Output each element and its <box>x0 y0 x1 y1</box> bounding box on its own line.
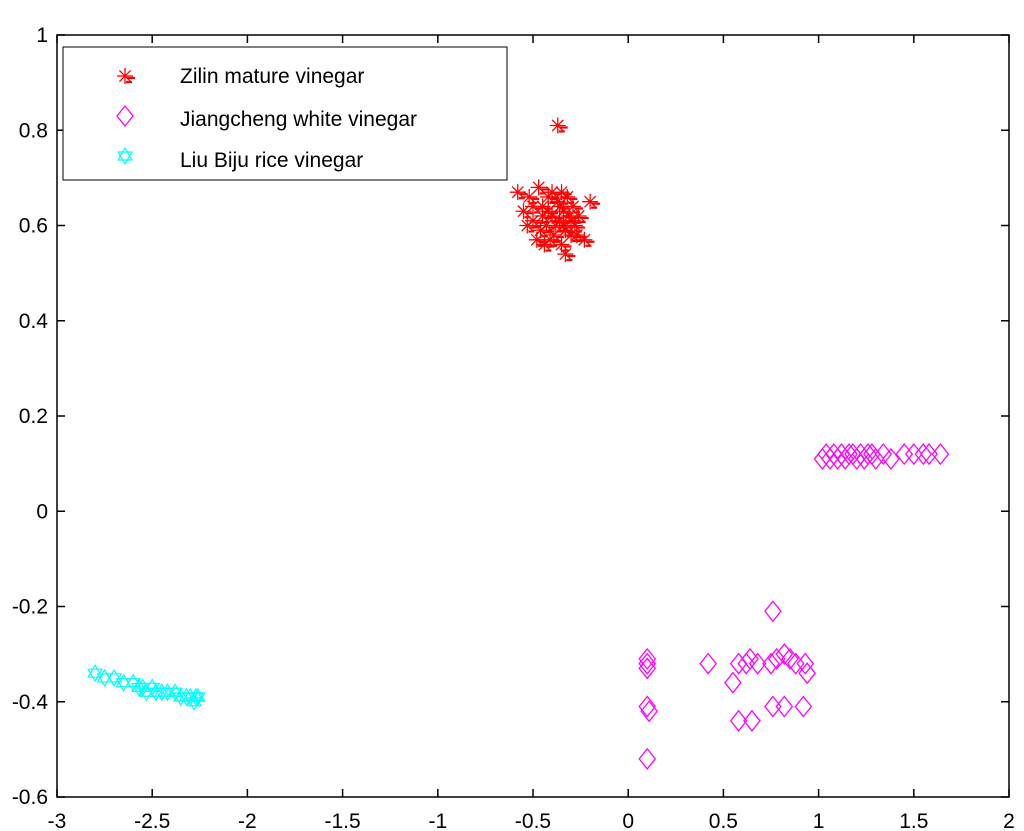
data-point-diamond <box>764 600 782 623</box>
data-point-asterisk <box>555 217 574 234</box>
data-point-asterisk <box>553 236 572 253</box>
x-tick-label: -1 <box>428 810 447 831</box>
data-point-diamond <box>729 709 748 732</box>
x-tick-label: -3 <box>48 810 67 831</box>
data-point-diamond <box>914 443 933 466</box>
legend-asterisk-icon <box>117 68 135 84</box>
data-point-diamond <box>775 643 794 666</box>
y-tick-label: 0.4 <box>19 310 49 333</box>
legend-marker-hexagram-icon <box>117 146 133 166</box>
data-point-diamond <box>796 652 815 675</box>
legend-marker-asterisk-icon <box>117 68 135 84</box>
legend-diamond-icon <box>116 104 134 128</box>
x-tick-label: 2 <box>1003 810 1015 831</box>
data-point-diamond <box>638 652 657 675</box>
data-point-asterisk <box>549 117 568 134</box>
data-point-diamond <box>699 652 718 675</box>
data-point-diamond <box>775 695 794 718</box>
data-point-asterisk <box>568 227 587 244</box>
data-point-asterisk <box>540 203 559 220</box>
x-tick-label: 1.5 <box>899 810 928 831</box>
y-axis-tick-labels: -0.6 -0.4 -0.2 0 0.2 0.4 0.6 0.8 1 <box>12 24 49 809</box>
data-point-diamond <box>638 747 657 770</box>
data-point-asterisk <box>530 179 549 196</box>
data-point-diamond <box>743 709 761 732</box>
data-point-asterisk <box>582 193 601 210</box>
legend-entry-jiangcheng: Jiangcheng white vinegar <box>116 104 417 131</box>
data-point-diamond <box>762 652 780 675</box>
y-tick-label: -0.2 <box>12 596 48 619</box>
x-tick-label: -2 <box>238 810 257 831</box>
data-points <box>87 117 950 770</box>
data-point-diamond <box>781 647 799 670</box>
legend-hexagram-icon <box>117 146 133 166</box>
data-point-diamond <box>748 652 767 675</box>
y-tick-label: -0.6 <box>12 786 48 809</box>
data-point-diamond <box>767 647 786 670</box>
y-tick-label: 0.8 <box>19 119 48 142</box>
data-point-diamond <box>638 647 657 670</box>
data-point-diamond <box>882 447 900 470</box>
axis-ticks <box>56 34 1010 798</box>
data-point-diamond <box>724 671 742 694</box>
data-point-diamond <box>638 695 657 718</box>
x-axis-tick-labels: -3 -2.5 -2 -1.5 -1 -0.5 0 0.5 1 1.5 2 <box>48 810 1015 831</box>
x-tick-label: -1.5 <box>325 810 361 831</box>
legend: Zilin mature vinegar Jiangcheng white vi… <box>62 46 508 181</box>
data-point-diamond <box>786 652 805 675</box>
legend-label: Jiangcheng white vinegar <box>180 108 417 131</box>
y-tick-label: 0.6 <box>19 215 48 238</box>
data-point-asterisk <box>563 212 582 229</box>
data-point-diamond <box>904 443 923 466</box>
x-tick-label: 0.5 <box>709 810 738 831</box>
data-point-asterisk <box>525 198 543 215</box>
x-tick-label: -0.5 <box>515 810 551 831</box>
data-point-diamond <box>931 443 950 466</box>
data-point-diamond <box>866 447 885 470</box>
data-point-asterisk <box>515 203 534 220</box>
legend-box <box>62 46 508 181</box>
legend-label: Liu Biju rice vinegar <box>180 149 363 172</box>
data-point-asterisk <box>509 184 528 201</box>
data-point-asterisk <box>551 198 570 215</box>
data-point-asterisk <box>544 184 563 201</box>
legend-entry-liubiju: Liu Biju rice vinegar <box>117 146 363 172</box>
y-tick-label: -0.4 <box>12 691 49 714</box>
legend-entry-zilin: Zilin mature vinegar <box>117 65 364 88</box>
data-point-diamond <box>794 695 813 718</box>
x-tick-label: 1 <box>813 810 825 831</box>
data-point-asterisk <box>519 217 538 234</box>
legend-label: Zilin mature vinegar <box>180 65 364 88</box>
data-point-asterisk <box>576 231 595 248</box>
legend-marker-diamond-icon <box>116 104 134 128</box>
data-point-diamond <box>640 700 658 723</box>
data-point-asterisk <box>542 231 561 248</box>
y-tick-label: 1 <box>36 24 48 47</box>
y-tick-label: 0.2 <box>19 405 48 428</box>
x-tick-label: -2.5 <box>134 810 170 831</box>
data-point-hexagram <box>189 687 206 707</box>
y-tick-label: 0 <box>36 500 48 523</box>
x-tick-label: 0 <box>622 810 634 831</box>
data-point-diamond <box>638 657 657 680</box>
data-point-diamond <box>798 662 817 685</box>
data-point-diamond <box>895 443 914 466</box>
